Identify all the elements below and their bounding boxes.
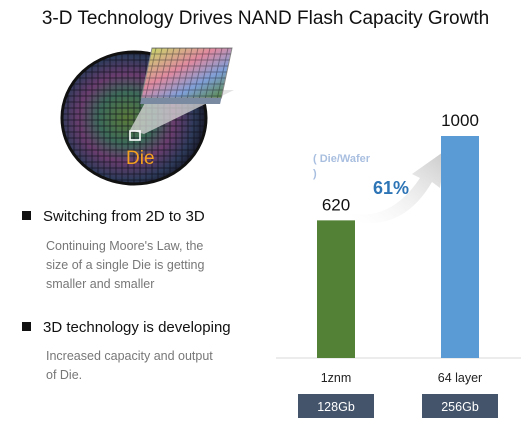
growth-arrow-icon (352, 150, 446, 224)
bullet-description-line: Continuing Moore's Law, the (46, 239, 204, 253)
capacity-badge-label: 256Gb (441, 400, 479, 414)
bar-1znm (317, 220, 355, 358)
page-title: 3-D Technology Drives NAND Flash Capacit… (41, 8, 490, 29)
bullet-heading-text-2: 3D technology is developing (43, 319, 231, 336)
unit-label-line-1: ( Die/Wafer (313, 153, 371, 165)
bullet-description-line: Increased capacity and output (46, 349, 213, 363)
wafer-illustration: Die (56, 30, 246, 190)
bar-value-label: 620 (322, 195, 350, 214)
bullet-heading-2: 3D technology is developing (22, 319, 231, 336)
square-bullet-icon (22, 211, 31, 220)
capacity-badge (422, 394, 498, 418)
category-label: 1znm (321, 371, 352, 385)
growth-percent-label: 61% (373, 178, 409, 198)
bar-value-label: 1000 (441, 111, 479, 130)
bar-64-layer (441, 136, 479, 358)
category-label: 64 layer (438, 371, 482, 385)
bullet-description-line: smaller and smaller (46, 277, 155, 291)
capacity-badge (298, 394, 374, 418)
capacity-badge-label: 128Gb (317, 400, 355, 414)
bullet-description-line: size of a single Die is getting (46, 258, 205, 272)
bullet-description-line: of Die. (46, 368, 83, 382)
square-bullet-icon (22, 322, 31, 331)
zoomed-die (140, 47, 233, 104)
bullet-heading-1: Switching from 2D to 3D (22, 208, 205, 225)
die-marker (129, 130, 141, 141)
bullet-description-1: Continuing Moore's Law, the size of a si… (46, 237, 204, 294)
die-label: Die (126, 148, 155, 169)
bullet-description-2: Increased capacity and output of Die. (46, 347, 213, 385)
bullet-heading-text-1: Switching from 2D to 3D (43, 208, 205, 225)
unit-label-line-2: ) (313, 168, 317, 180)
